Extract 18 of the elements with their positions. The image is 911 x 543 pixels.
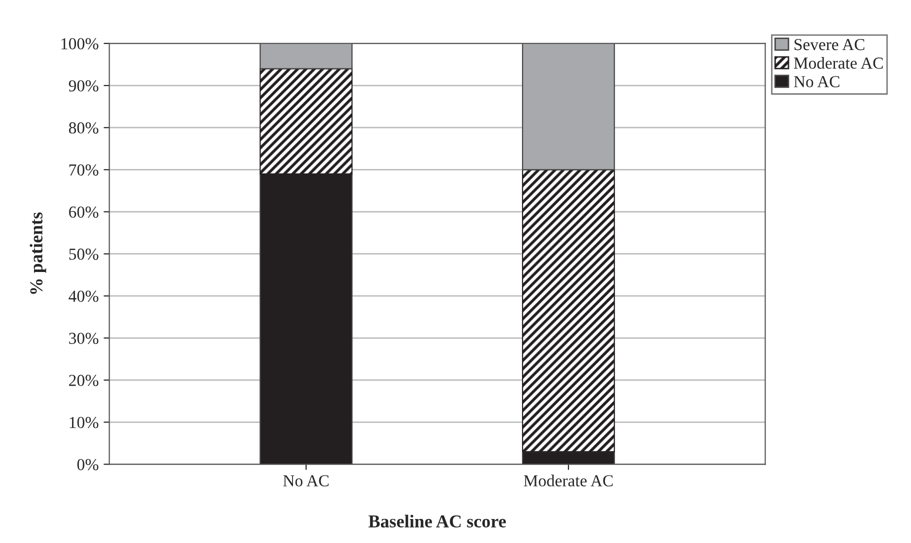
bar xyxy=(260,43,353,70)
y-tick-label: 40% xyxy=(68,290,98,302)
y-tick-label: 80% xyxy=(68,122,98,134)
y-tick-label: 0% xyxy=(77,458,98,470)
y-tick-label: 50% xyxy=(69,248,98,260)
y-tick-label: 30% xyxy=(69,332,98,344)
y-tick-label: 90% xyxy=(68,80,98,92)
y-tick-label: 60% xyxy=(69,206,98,218)
y-tick-label: 70% xyxy=(69,164,98,176)
x-axis-title: Baseline AC score xyxy=(368,514,506,528)
y-tick-label: 100% xyxy=(61,38,98,50)
y-tick-label: 10% xyxy=(70,416,98,428)
legend-label: No AC xyxy=(794,76,840,88)
y-axis-title: % patients xyxy=(30,212,46,294)
legend-label: Moderate AC xyxy=(794,57,883,69)
y-tick-label: 20% xyxy=(69,374,98,386)
legend-label: Severe AC xyxy=(794,38,864,50)
bar xyxy=(522,43,615,170)
